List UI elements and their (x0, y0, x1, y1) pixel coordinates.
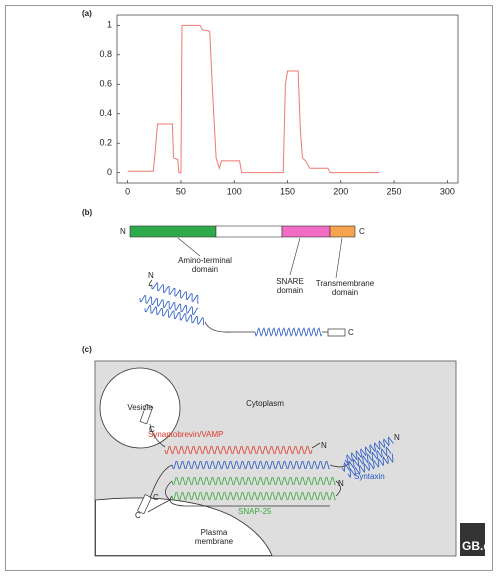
helix-c: C (348, 328, 354, 337)
leader (335, 237, 343, 279)
domain-segment (129, 225, 217, 238)
c-label: C (359, 227, 365, 236)
tm-anchor (137, 494, 152, 515)
y-tick-label: 0.6 (99, 79, 112, 89)
x-tick-label: 100 (227, 186, 242, 196)
tm-box (327, 328, 346, 337)
syntaxin-label: Syntaxin (354, 472, 385, 481)
synaptobrevin-label: Synaptobrevin/VAMP (148, 430, 223, 439)
helix (254, 327, 323, 337)
helix (341, 446, 392, 473)
plasma-membrane (95, 497, 273, 556)
vesicle-label: Vesicle (127, 403, 153, 412)
y-tick-label: 0.8 (99, 49, 112, 59)
domain-bar (129, 225, 356, 238)
x-tick-label: 150 (280, 186, 295, 196)
n-label: N (338, 479, 344, 488)
domain-segment (215, 225, 283, 238)
helix (344, 436, 394, 465)
x-tick-label: 300 (440, 186, 455, 196)
leader (177, 237, 201, 257)
linker (311, 442, 321, 449)
helix (151, 282, 199, 304)
linker (204, 321, 328, 333)
y-tick-label: 0 (107, 167, 112, 177)
panel-label: (b) (82, 208, 93, 217)
c-label: C (153, 493, 159, 502)
n-label: N (120, 227, 126, 236)
domain-label: SNARE (276, 277, 304, 286)
y-tick-label: 0.4 (99, 108, 112, 118)
helix-n: N (148, 271, 154, 280)
logo-clip: GB.c (462, 539, 490, 553)
logo-text: GB.c (462, 539, 490, 553)
domain-label: domain (332, 288, 358, 297)
helix (171, 461, 330, 469)
domain-segment (329, 225, 356, 238)
c-label: C (149, 425, 155, 434)
snap25-label: SNAP-25 (238, 507, 272, 516)
membrane-label: membrane (195, 537, 234, 546)
plot-frame (116, 14, 459, 184)
helix (139, 295, 199, 315)
x-tick-label: 50 (176, 186, 186, 196)
helix (164, 446, 313, 454)
domain-label: Amino-terminal (178, 256, 232, 265)
helix (144, 305, 204, 326)
logo (460, 523, 485, 556)
domain-label: Transmembrane (316, 279, 375, 288)
leader (289, 237, 301, 276)
panel-label: (a) (82, 9, 92, 18)
frame (5, 5, 493, 571)
x-tick-label: 250 (387, 186, 402, 196)
domain-label: domain (277, 286, 303, 295)
cytoplasm-label: Cytoplasm (246, 399, 284, 408)
domain-label: domain (192, 265, 218, 274)
vesicle (99, 367, 181, 449)
n-label: N (321, 441, 327, 450)
helix (171, 492, 336, 500)
linker (148, 279, 153, 287)
helix (171, 477, 336, 485)
helix (347, 453, 394, 479)
c-label: C (135, 511, 141, 520)
linker (147, 480, 341, 513)
domain-segment (281, 225, 331, 238)
tm-anchor (139, 404, 154, 425)
y-tick-label: 0.2 (99, 138, 112, 148)
panel-label: (c) (82, 345, 92, 354)
data-line (127, 24, 380, 174)
x-tick-label: 200 (333, 186, 348, 196)
x-tick-label: 0 (125, 186, 130, 196)
n-label: N (394, 433, 400, 442)
y-tick-label: 1 (107, 20, 112, 30)
linker (149, 423, 166, 448)
membrane-label: Plasma (201, 528, 228, 537)
